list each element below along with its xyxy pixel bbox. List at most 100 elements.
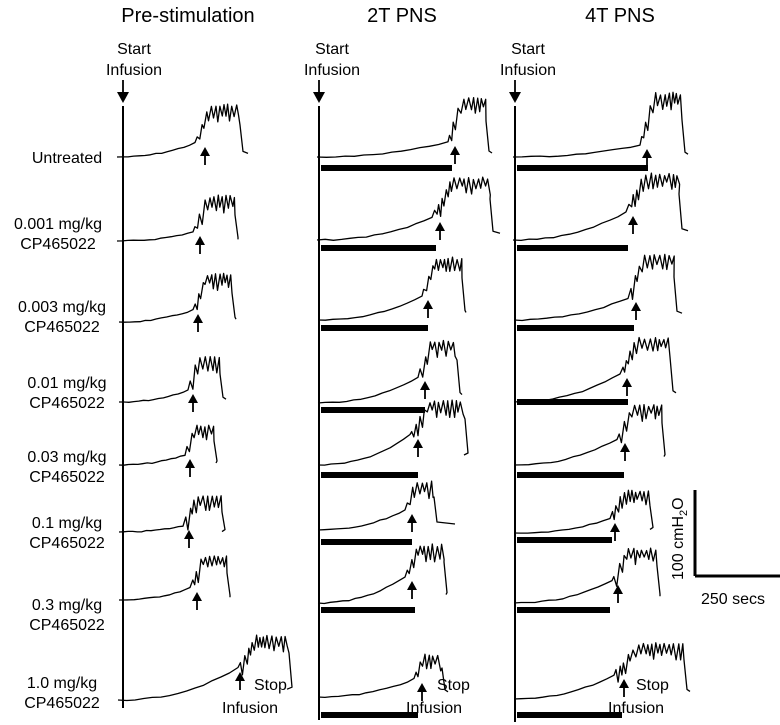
infusion-bar-2t-row-4	[321, 407, 425, 413]
svg-text:Stop: Stop	[437, 677, 470, 694]
void-arrow-2t-row-1	[450, 146, 460, 164]
trace-4t-row-2	[512, 172, 689, 242]
svg-text:0.3 mg/kg: 0.3 mg/kg	[32, 597, 102, 614]
infusion-bar-4t-row-2	[517, 245, 628, 251]
svg-text:0.03 mg/kg: 0.03 mg/kg	[27, 449, 106, 466]
void-arrow-pre-row-3	[193, 314, 203, 332]
panel-title-pre-stimulation: Pre-stimulation	[121, 5, 254, 27]
svg-text:Start: Start	[315, 41, 349, 58]
void-arrow-2t-row-7	[407, 581, 417, 599]
infusion-bars	[321, 165, 648, 718]
panel-title-4t-pns: 4T PNS	[585, 5, 655, 27]
svg-text:Infusion: Infusion	[500, 62, 556, 79]
row-label-0-001: 0.001 mg/kg CP465022	[14, 216, 102, 253]
void-arrow-2t-row-8	[417, 683, 427, 701]
row-label-1-0: 1.0 mg/kg CP465022	[24, 675, 100, 712]
trace-pre-row-7	[119, 555, 231, 601]
infusion-bar-4t-row-1	[517, 165, 648, 171]
infusion-bar-4t-row-7	[517, 607, 610, 613]
trace-pre-row-1	[116, 103, 249, 158]
infusion-bar-2t-row-6	[321, 539, 412, 545]
infusion-bar-4t-row-6	[517, 537, 612, 543]
void-arrow-2t-row-4	[420, 381, 430, 399]
infusion-bar-2t-row-1	[321, 165, 452, 171]
svg-text:Infusion: Infusion	[106, 62, 162, 79]
void-arrow-pre-row-5	[185, 459, 195, 477]
svg-text:Start: Start	[511, 41, 545, 58]
void-arrow-pre-row-6	[184, 530, 194, 548]
void-arrow-pre-row-1	[200, 147, 210, 165]
start-arrow-pre	[117, 80, 129, 103]
row-label-0-003: 0.003 mg/kg CP465022	[18, 299, 106, 336]
void-arrow-2t-row-5	[413, 439, 423, 457]
svg-text:0.003 mg/kg: 0.003 mg/kg	[18, 299, 106, 316]
trace-4t-row-8	[513, 642, 691, 700]
svg-text:CP465022: CP465022	[29, 395, 105, 412]
svg-text:Infusion: Infusion	[406, 700, 462, 717]
void-arrow-4t-row-7	[613, 585, 623, 603]
void-arrow-4t-row-3	[631, 302, 641, 320]
svg-text:0.01 mg/kg: 0.01 mg/kg	[27, 375, 106, 392]
svg-text:1.0 mg/kg: 1.0 mg/kg	[27, 675, 97, 692]
pressure-traces	[116, 91, 691, 702]
svg-text:Infusion: Infusion	[608, 700, 664, 717]
trace-4t-row-6	[513, 489, 654, 534]
infusion-bar-2t-row-5	[321, 472, 418, 478]
trace-pre-row-5	[118, 424, 218, 466]
start-arrow-2t	[313, 80, 325, 103]
svg-text:CP465022: CP465022	[24, 695, 100, 712]
trace-2t-row-5	[317, 399, 469, 466]
start-infusion-label-pre: Start Infusion	[106, 41, 162, 79]
void-arrow-4t-row-8	[619, 679, 629, 697]
trace-pre-row-3	[118, 272, 237, 323]
svg-text:CP465022: CP465022	[29, 469, 105, 486]
trace-2t-row-3	[317, 256, 467, 321]
trace-pre-row-8	[117, 634, 293, 702]
svg-text:Stop: Stop	[636, 677, 669, 694]
stop-infusion-label-4t: Stop Infusion	[608, 677, 669, 717]
infusion-bar-2t-row-7	[321, 607, 415, 613]
trace-2t-row-2	[316, 176, 501, 241]
start-infusion-label-4t: Start Infusion	[500, 41, 556, 79]
trace-4t-row-7	[513, 547, 661, 604]
trace-2t-row-8	[317, 653, 449, 699]
trace-2t-row-6	[317, 480, 456, 531]
void-arrow-2t-row-6	[407, 514, 417, 532]
void-arrow-pre-row-2	[195, 236, 205, 254]
trace-pre-row-4	[119, 356, 227, 403]
svg-text:CP465022: CP465022	[24, 319, 100, 336]
svg-text:CP465022: CP465022	[20, 236, 96, 253]
row-label-0-01: 0.01 mg/kg CP465022	[27, 375, 106, 412]
void-arrow-pre-row-4	[188, 394, 198, 412]
void-arrow-pre-row-8	[235, 672, 245, 690]
infusion-bar-4t-row-8	[517, 712, 622, 718]
infusion-bar-4t-row-5	[517, 472, 624, 478]
svg-text:Stop: Stop	[254, 677, 287, 694]
start-arrow-4t	[509, 80, 521, 103]
svg-text:0.001 mg/kg: 0.001 mg/kg	[14, 216, 102, 233]
svg-text:CP465022: CP465022	[29, 535, 105, 552]
trace-2t-row-7	[317, 543, 448, 605]
infusion-bar-2t-row-8	[321, 712, 418, 718]
stop-infusion-label-pre: Stop Infusion	[222, 677, 287, 717]
svg-text:0.1 mg/kg: 0.1 mg/kg	[32, 515, 102, 532]
trace-pre-row-2	[116, 194, 239, 242]
svg-text:Infusion: Infusion	[222, 700, 278, 717]
scale-bar-vertical-label: 100 cmH2O	[670, 497, 690, 580]
trace-4t-row-3	[513, 253, 683, 322]
void-arrow-4t-row-1	[642, 149, 652, 167]
void-arrow-4t-row-6	[610, 523, 620, 541]
row-label-0-3: 0.3 mg/kg CP465022	[29, 597, 105, 634]
scale-bar-horizontal-label: 250 secs	[701, 591, 765, 608]
svg-text:Start: Start	[117, 41, 151, 58]
void-arrow-4t-row-4	[622, 378, 632, 396]
void-arrow-4t-row-2	[628, 216, 638, 234]
infusion-bar-4t-row-4	[517, 399, 628, 405]
panel-title-2t-pns: 2T PNS	[367, 5, 437, 27]
trace-4t-row-1	[512, 91, 689, 158]
trace-pre-row-6	[118, 495, 226, 533]
trace-4t-row-5	[513, 403, 666, 466]
start-infusion-label-2t: Start Infusion	[304, 41, 360, 79]
void-arrow-2t-row-3	[423, 300, 433, 318]
